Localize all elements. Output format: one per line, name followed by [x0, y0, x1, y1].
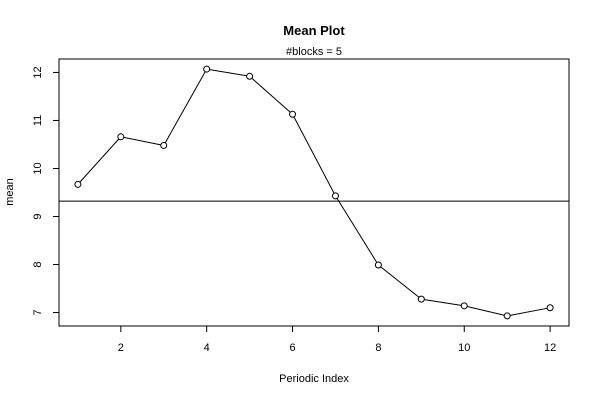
- data-point-4: [203, 65, 211, 73]
- series-segment-4: [209, 69, 247, 77]
- data-point-11: [503, 312, 511, 320]
- data-point-5: [246, 72, 254, 80]
- data-point-7: [331, 192, 339, 200]
- data-point-8: [374, 261, 382, 269]
- series-segment-5: [251, 77, 291, 113]
- data-points-layer: [74, 65, 554, 320]
- y-tick-label-7: 7: [32, 309, 44, 315]
- y-axis-label: mean: [4, 178, 16, 206]
- series-segment-2: [123, 136, 161, 146]
- x-tick-label-10: 10: [458, 342, 470, 354]
- data-point-2: [117, 133, 125, 141]
- data-point-3: [160, 141, 168, 149]
- x-axis-label: Periodic Index: [279, 373, 349, 385]
- y-tick-label-12: 12: [32, 66, 44, 78]
- data-point-9: [417, 295, 425, 303]
- series-segment-7: [336, 198, 378, 263]
- x-axis: 2 4 6 8 10 12: [118, 326, 556, 354]
- y-axis: 7 8 9 10 11 12: [32, 66, 59, 316]
- x-tick-label-12: 12: [544, 342, 556, 354]
- series-segment-9: [424, 299, 462, 306]
- chart-title: Mean Plot: [283, 23, 345, 38]
- data-point-12: [546, 304, 554, 312]
- plot-frame: [58, 58, 570, 327]
- x-tick-label-2: 2: [118, 342, 124, 354]
- series-segment-3: [164, 71, 206, 144]
- series-segment-8: [380, 266, 420, 298]
- series-segment-10: [467, 306, 505, 316]
- series-segment-6: [293, 116, 335, 194]
- series-segment-1: [79, 138, 120, 183]
- y-tick-label-10: 10: [32, 162, 44, 174]
- data-point-1: [74, 180, 82, 188]
- series-line-layer: [79, 69, 548, 316]
- data-point-10: [460, 302, 468, 310]
- x-tick-label-4: 4: [204, 342, 210, 354]
- data-point-6: [289, 110, 297, 118]
- chart-subtitle: #blocks = 5: [286, 46, 342, 58]
- y-tick-label-11: 11: [32, 115, 44, 126]
- y-tick-label-9: 9: [32, 213, 44, 219]
- x-tick-label-6: 6: [289, 342, 295, 354]
- y-tick-label-8: 8: [32, 261, 44, 267]
- series-segment-11: [510, 307, 548, 316]
- x-tick-label-8: 8: [375, 342, 381, 354]
